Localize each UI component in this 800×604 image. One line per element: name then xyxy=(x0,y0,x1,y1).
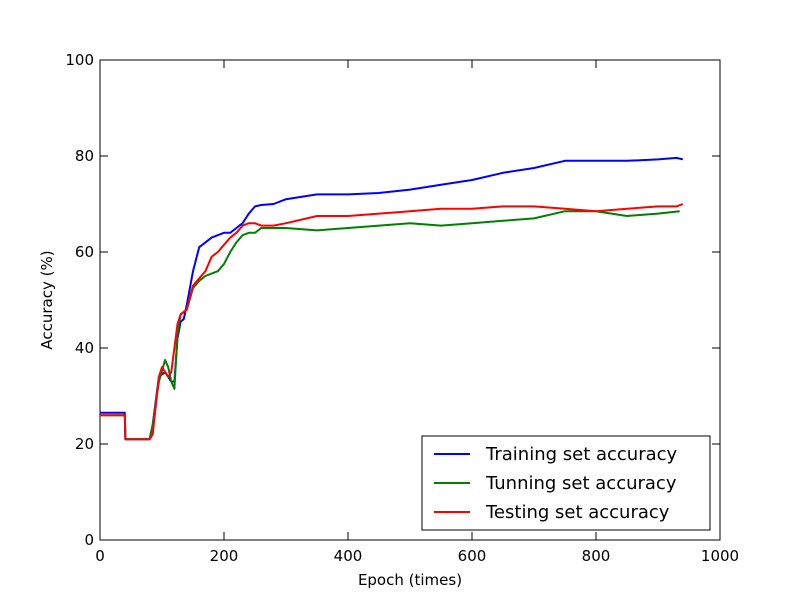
legend-label-2: Tunning set accuracy xyxy=(485,473,677,494)
legend-label-1: Training set accuracy xyxy=(485,444,678,465)
y-tick-label: 20 xyxy=(75,435,94,453)
x-tick-label: 0 xyxy=(95,547,105,565)
series-lines xyxy=(100,156,684,441)
y-tick-label: 60 xyxy=(75,243,94,261)
x-tick-label: 600 xyxy=(458,547,487,565)
axis-ticks: 0 200 400 600 800 1000 0 20 40 60 80 100 xyxy=(65,51,739,565)
y-tick-label: 40 xyxy=(75,339,94,357)
y-axis-label: Accuracy (%) xyxy=(38,250,56,349)
x-tick-label: 1000 xyxy=(701,547,739,565)
series-line-3 xyxy=(100,203,684,441)
y-tick-label: 80 xyxy=(75,147,94,165)
x-axis-label: Epoch (times) xyxy=(358,571,462,589)
y-tick-label: 0 xyxy=(84,531,94,549)
x-tick-label: 200 xyxy=(210,547,239,565)
x-tick-label: 800 xyxy=(582,547,611,565)
y-tick-label: 100 xyxy=(65,51,94,69)
x-tick-label: 400 xyxy=(334,547,363,565)
series-line-2 xyxy=(100,210,680,441)
legend-label-3: Testing set accuracy xyxy=(485,502,670,523)
legend-entries: Training set accuracy Tunning set accurac… xyxy=(434,444,678,523)
legend: Training set accuracy Tunning set accurac… xyxy=(421,435,711,531)
